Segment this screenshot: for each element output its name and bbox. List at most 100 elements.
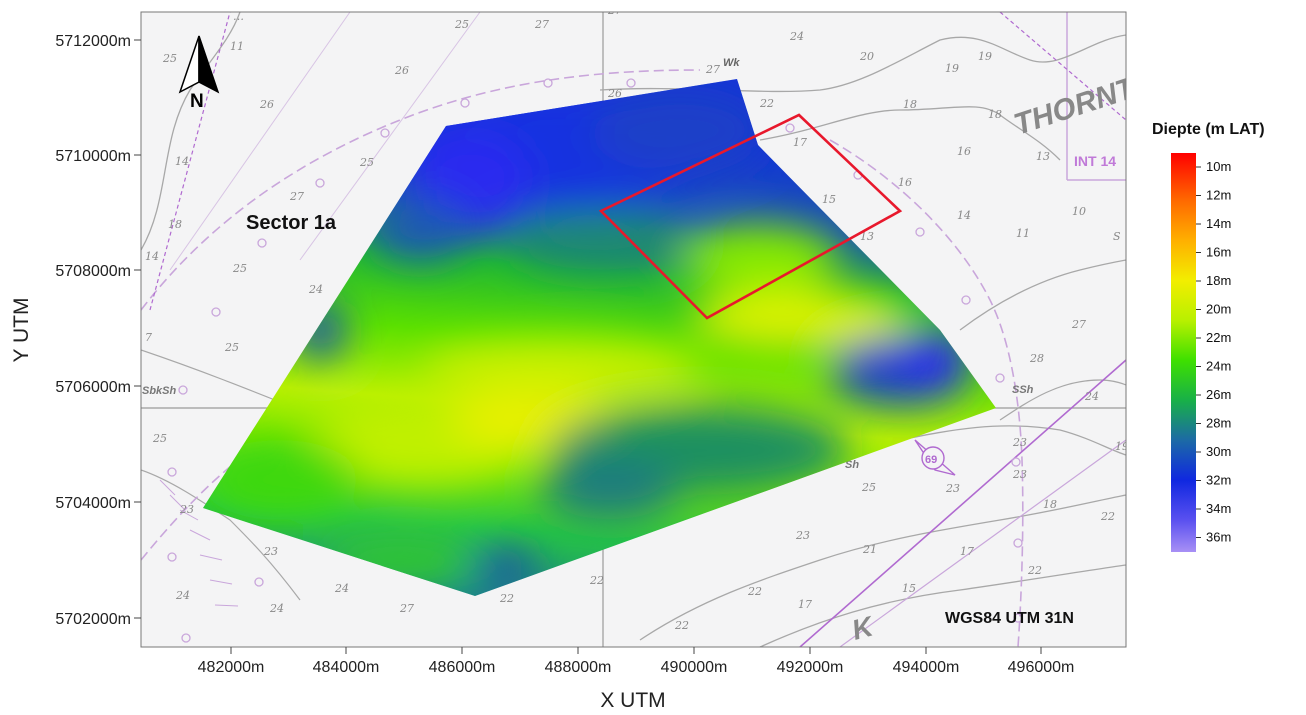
legend-tick-label: 28m [1206, 416, 1231, 431]
svg-text:18: 18 [168, 218, 182, 231]
svg-text:10: 10 [1072, 205, 1086, 218]
svg-text:24: 24 [175, 589, 190, 602]
y-tick-label: 5710000m [55, 148, 131, 165]
legend-colorbar [1171, 153, 1196, 552]
legend-tick-label: 20m [1206, 302, 1231, 317]
legend-tick-label: 32m [1206, 473, 1231, 488]
x-tick-label: 484000m [313, 659, 380, 676]
buoy-69-icon: 69 [914, 439, 956, 476]
legend-tick-label: 12m [1206, 188, 1231, 203]
legend-tick-label: 24m [1206, 359, 1231, 374]
x-tick-label: 494000m [893, 659, 960, 676]
north-arrow-icon: N [178, 35, 220, 112]
legend-tick-label: 30m [1206, 444, 1231, 459]
svg-text:19: 19 [945, 62, 959, 75]
x-tick-label: 490000m [661, 659, 728, 676]
legend-title: Diepte (m LAT) [1152, 121, 1265, 138]
crs-label: WGS84 UTM 31N [945, 610, 1074, 627]
svg-text:21: 21 [862, 543, 877, 556]
y-axis-title: Y UTM [10, 298, 33, 363]
svg-text:11: 11 [1016, 227, 1030, 240]
svg-text:25: 25 [861, 481, 876, 494]
svg-text:16: 16 [898, 176, 912, 189]
svg-text:13: 13 [860, 230, 874, 243]
svg-text:22: 22 [589, 574, 604, 587]
svg-text:18: 18 [988, 108, 1002, 121]
svg-text:23: 23 [1012, 436, 1027, 449]
svg-text:14: 14 [145, 250, 159, 263]
svg-text:16: 16 [957, 145, 971, 158]
svg-text:17: 17 [798, 598, 812, 611]
svg-text:23: 23 [263, 545, 278, 558]
svg-text:S: S [1113, 230, 1121, 243]
x-axis: 482000m 484000m 486000m 488000m 490000m … [198, 647, 1075, 712]
svg-text:22: 22 [1100, 510, 1115, 523]
y-tick-label: 5706000m [55, 379, 131, 396]
int-label: INT 14 [1074, 153, 1116, 169]
svg-text:22: 22 [1027, 564, 1042, 577]
svg-text:26: 26 [259, 98, 274, 111]
svg-text:17: 17 [793, 136, 807, 149]
x-tick-label: 488000m [545, 659, 612, 676]
legend-tick-label: 18m [1206, 273, 1231, 288]
legend-tick-label: 16m [1206, 245, 1231, 260]
x-axis-title: X UTM [600, 689, 665, 712]
svg-text:18: 18 [1043, 498, 1057, 511]
y-axis: 5712000m 5710000m 5708000m 5706000m 5704… [10, 33, 141, 628]
svg-text:14: 14 [957, 209, 971, 222]
map-frame [140, 11, 1127, 648]
svg-text:26: 26 [394, 64, 409, 77]
legend-tick-label: 26m [1206, 387, 1231, 402]
svg-text:…: … [233, 10, 244, 23]
svg-text:23: 23 [179, 503, 194, 516]
svg-text:24: 24 [334, 582, 349, 595]
north-label: N [190, 91, 204, 112]
x-tick-label: 496000m [1008, 659, 1075, 676]
svg-text:28: 28 [1029, 352, 1044, 365]
x-tick-label: 492000m [777, 659, 844, 676]
legend-tick-label: 10m [1206, 159, 1231, 174]
svg-text:13: 13 [1036, 150, 1050, 163]
legend-tick-label: 34m [1206, 501, 1231, 516]
svg-text:69: 69 [925, 454, 937, 466]
svg-text:27: 27 [399, 602, 414, 615]
legend-tick-label: 36m [1206, 530, 1231, 545]
wreck-label: Wk [723, 57, 740, 69]
y-tick-label: 5712000m [55, 33, 131, 50]
svg-text:23: 23 [795, 529, 810, 542]
ssh-label: SSh [1012, 384, 1034, 396]
svg-text:18: 18 [903, 98, 917, 111]
svg-text:7: 7 [145, 331, 152, 344]
svg-text:22: 22 [747, 585, 762, 598]
y-tick-label: 5708000m [55, 263, 131, 280]
x-tick-label: 486000m [429, 659, 496, 676]
sh-label: Sh [845, 459, 859, 471]
svg-text:27: 27 [534, 18, 549, 31]
svg-text:24: 24 [1084, 390, 1099, 403]
legend-tick-label: 14m [1206, 216, 1231, 231]
y-tick-label: 5702000m [55, 611, 131, 628]
svg-text:19: 19 [1115, 440, 1129, 453]
svg-text:25: 25 [359, 156, 374, 169]
svg-text:26: 26 [607, 87, 622, 100]
sector-label: Sector 1a [246, 212, 337, 234]
svg-text:24: 24 [789, 30, 804, 43]
y-tick-label: 5704000m [55, 495, 131, 512]
svg-text:22: 22 [674, 619, 689, 632]
svg-text:27: 27 [289, 190, 304, 203]
svg-text:14: 14 [175, 155, 189, 168]
x-tick-label: 482000m [198, 659, 265, 676]
study-area-box [598, 113, 903, 320]
svg-text:19: 19 [978, 50, 992, 63]
svg-text:11: 11 [230, 40, 244, 53]
sbksh-label: SbkSh [142, 385, 177, 397]
svg-text:22: 22 [499, 592, 514, 605]
svg-text:15: 15 [822, 193, 836, 206]
depth-legend: Diepte (m LAT) 10m 12m 14m 16m 18m 20m 22m 24m 2… [1152, 121, 1265, 552]
svg-text:25: 25 [152, 432, 167, 445]
svg-text:23: 23 [1012, 468, 1027, 481]
svg-text:23: 23 [945, 482, 960, 495]
svg-text:15: 15 [902, 582, 916, 595]
svg-text:25: 25 [232, 262, 247, 275]
